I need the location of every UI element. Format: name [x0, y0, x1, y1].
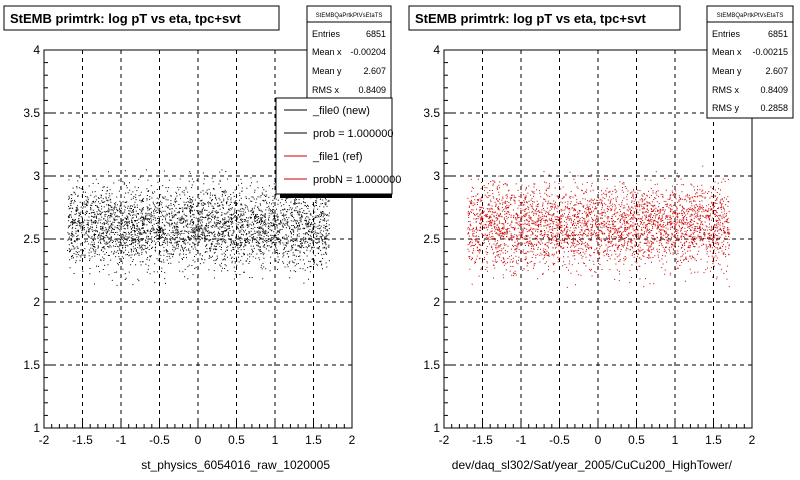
x-tick-label: 1.5	[305, 433, 322, 447]
y-tick-label: 1.5	[423, 358, 440, 372]
left-stat-label: Mean y	[312, 66, 342, 76]
left-stat-value: 2.607	[363, 66, 386, 76]
x-tick-label: 0	[595, 433, 602, 447]
left-stat-label: RMS x	[312, 85, 340, 95]
legend-entry: prob = 1.000000	[313, 128, 393, 140]
y-tick-label: 2	[433, 295, 440, 309]
y-tick-label: 4	[33, 43, 40, 57]
x-tick-label: -0.5	[549, 433, 570, 447]
right-panel: -2 -1.5 -1 -0.5 0 0.5 1 1.5 2 1 1.5 2 2.5 3 3.5 4 StEMB…	[408, 5, 794, 472]
x-tick-label: -1.5	[472, 433, 493, 447]
x-tick-label: 2	[749, 433, 756, 447]
x-tick-label: 0	[195, 433, 202, 447]
y-tick-label: 1.5	[23, 358, 40, 372]
x-tick-label: -1	[516, 433, 527, 447]
scatter-points	[67, 169, 330, 286]
right-stat-value: 6851	[768, 29, 788, 39]
right-stat-value: -0.00215	[752, 47, 788, 57]
legend-entry: _file1 (ref)	[312, 151, 363, 163]
left-axes: -2 -1.5 -1 -0.5 0 0.5 1 1.5 2 1 1.5 2 2.5 3 3.5 4	[23, 43, 355, 447]
right-stat-label: RMS x	[712, 85, 740, 95]
right-stats-name: StEMBQaPrtkPtVsEtaTS	[717, 13, 784, 19]
left-grid	[44, 50, 352, 428]
x-tick-label: -2	[39, 433, 50, 447]
left-panel: -2 -1.5 -1 -0.5 0 0.5 1 1.5 2 1 1.5 2 2.5 3 3.5 4 StEMB…	[3, 5, 401, 472]
legend-entry: _file0 (new)	[312, 105, 370, 117]
x-tick-label: -1.5	[72, 433, 93, 447]
y-tick-label: 2.5	[423, 232, 440, 246]
y-tick-label: 4	[433, 43, 440, 57]
right-stat-label: Mean y	[712, 66, 742, 76]
left-stat-value: 0.8409	[358, 85, 386, 95]
legend-entry: probN = 1.000000	[313, 174, 401, 186]
left-stat-label: Entries	[312, 29, 341, 39]
right-x-axis-label: dev/daq_sl302/Sat/year_2005/CuCu200_High…	[452, 458, 733, 472]
x-tick-label: -0.5	[149, 433, 170, 447]
x-tick-label: 1	[272, 433, 279, 447]
right-grid	[444, 50, 752, 428]
y-tick-label: 2	[33, 295, 40, 309]
x-tick-label: 0.5	[228, 433, 245, 447]
right-stat-value: 0.8409	[760, 85, 788, 95]
right-stat-label: Mean x	[712, 47, 742, 57]
right-axes: -2 -1.5 -1 -0.5 0 0.5 1 1.5 2 1 1.5 2 2.5 3 3.5 4	[423, 43, 755, 447]
x-tick-label: -2	[439, 433, 450, 447]
left-legend: _file0 (new) prob = 1.000000 _file1 (ref…	[275, 97, 401, 198]
x-tick-label: 1.5	[705, 433, 722, 447]
left-stat-value: -0.00204	[350, 47, 386, 57]
x-tick-label: -1	[116, 433, 127, 447]
right-title-box: StEMB primtrk: log pT vs eta, tpc+svt	[408, 5, 681, 31]
right-stat-value: 0.2858	[760, 103, 788, 113]
y-tick-label: 2.5	[23, 232, 40, 246]
left-x-axis-label: st_physics_6054016_raw_1020005	[141, 458, 330, 472]
y-tick-label: 3	[433, 169, 440, 183]
right-points	[467, 165, 730, 288]
left-stat-label: Mean x	[312, 47, 342, 57]
x-tick-label: 2	[349, 433, 356, 447]
right-chart-title: StEMB primtrk: log pT vs eta, tpc+svt	[415, 11, 646, 26]
left-title-box: StEMB primtrk: log pT vs eta, tpc+svt	[3, 5, 280, 31]
right-stat-label: RMS y	[712, 103, 740, 113]
x-tick-label: 0.5	[628, 433, 645, 447]
y-tick-label: 3.5	[423, 106, 440, 120]
left-stat-value: 6851	[366, 29, 386, 39]
right-stat-label: Entries	[712, 29, 741, 39]
y-tick-label: 3	[33, 169, 40, 183]
right-stats-box: StEMBQaPrtkPtVsEtaTS Entries 6851 Mean x…	[706, 5, 794, 119]
right-stat-value: 2.607	[765, 66, 788, 76]
left-stats-box: StEMBQaPrtkPtVsEtaTS Entries 6851 Mean x…	[306, 5, 392, 99]
x-tick-label: 1	[672, 433, 679, 447]
left-points	[67, 169, 330, 286]
y-tick-label: 1	[33, 421, 40, 435]
scatter-points	[467, 165, 730, 288]
y-tick-label: 3.5	[23, 106, 40, 120]
left-chart-title: StEMB primtrk: log pT vs eta, tpc+svt	[10, 11, 241, 26]
y-tick-label: 1	[433, 421, 440, 435]
left-stats-name: StEMBQaPrtkPtVsEtaTS	[316, 13, 383, 19]
